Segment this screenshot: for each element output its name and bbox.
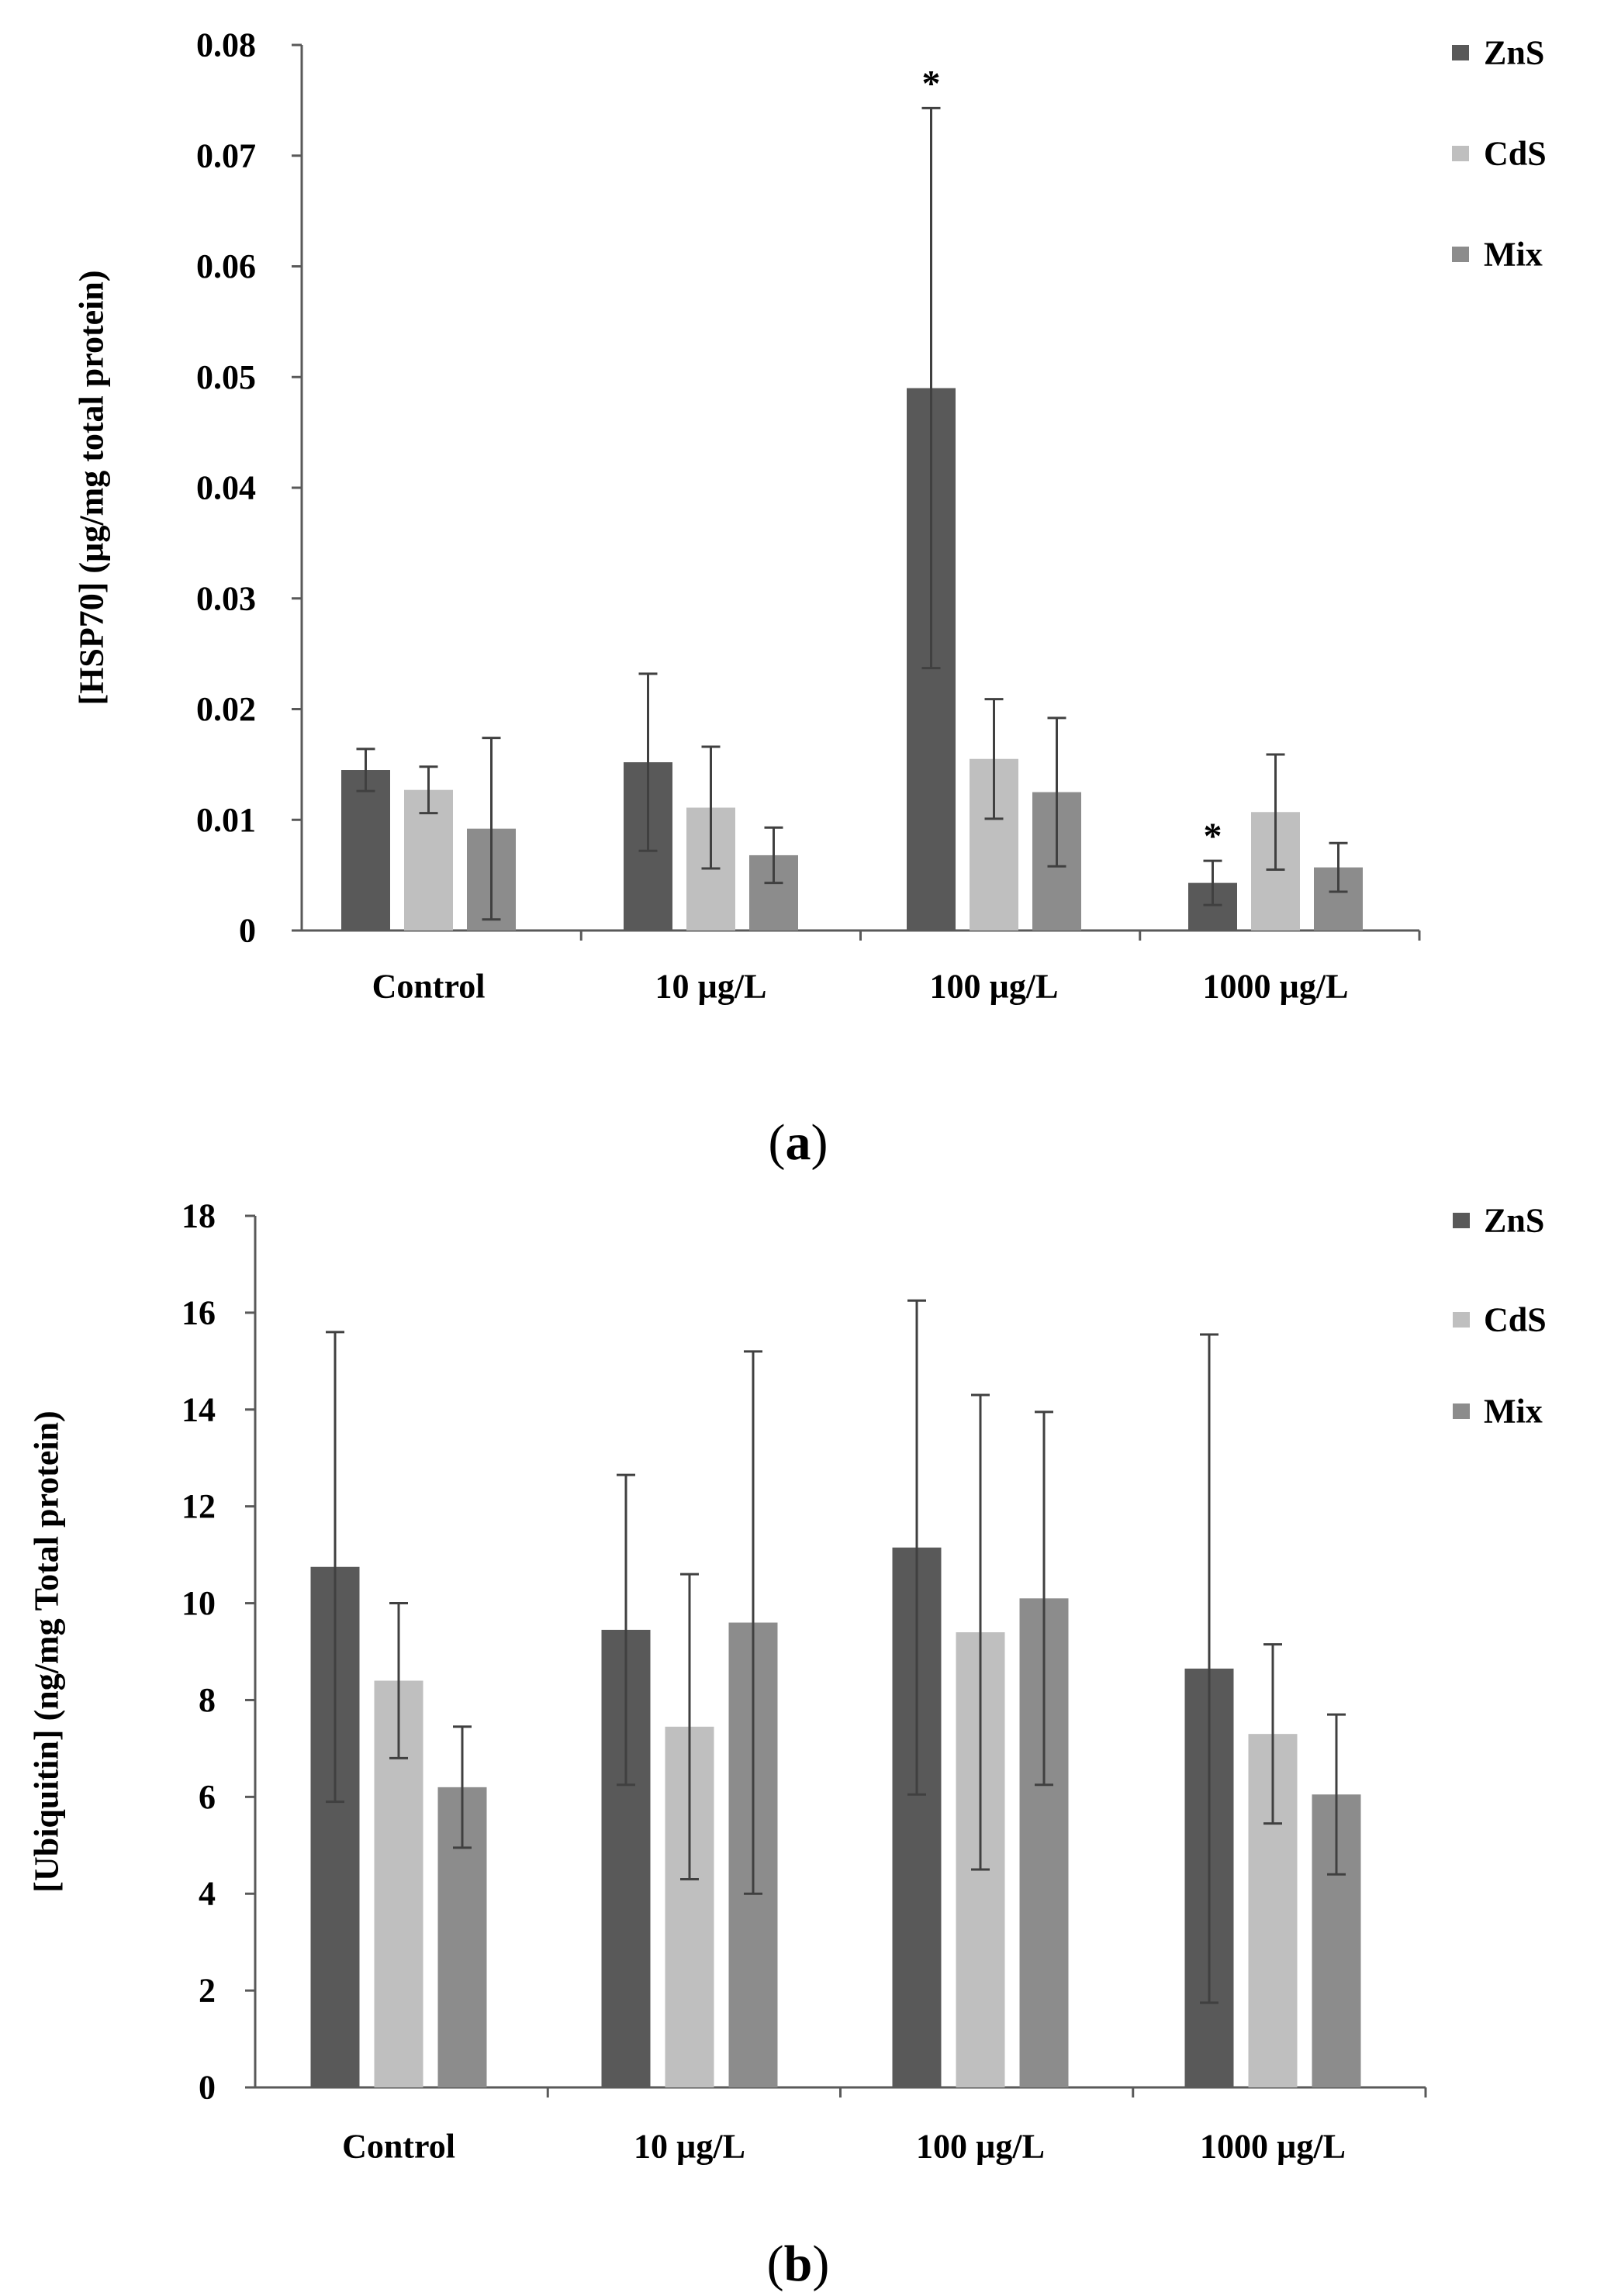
panel-label-close-paren: ) [811, 1114, 828, 1171]
x-category-label: 1000 µg/L [1203, 968, 1349, 1006]
x-category-label: 100 µg/L [916, 2128, 1045, 2166]
y-tick-label: 14 [181, 1390, 216, 1428]
y-tick-label: 6 [199, 1778, 216, 1816]
legend-label-cds: CdS [1484, 1301, 1547, 1339]
y-tick-label: 0 [199, 2069, 216, 2107]
x-category-label: Control [342, 2128, 455, 2166]
panel-label: (a) [769, 1114, 828, 1171]
y-tick-label: 18 [181, 1197, 216, 1235]
y-tick-label: 8 [199, 1681, 216, 1719]
y-tick-label: 0.02 [196, 690, 256, 728]
legend-label-mix: Mix [1484, 236, 1543, 274]
x-category-label: 1000 µg/L [1200, 2128, 1346, 2166]
y-tick-label: 0.07 [196, 136, 256, 174]
y-tick-label: 0.06 [196, 247, 256, 285]
y-axis-title: [Ubiquitin] (ng/mg Total protein) [28, 1410, 66, 1892]
y-tick-label: 0.08 [196, 26, 256, 64]
panel-label-letter: a [786, 1114, 811, 1171]
panel-label-open-paren: ( [767, 2236, 784, 2292]
legend-label-cds: CdS [1484, 135, 1547, 173]
y-tick-label: 2 [199, 1972, 216, 2010]
y-tick-label: 4 [199, 1875, 216, 1913]
significance-asterisk: * [922, 63, 941, 104]
significance-asterisk: * [1204, 816, 1222, 857]
legend-swatch-mix [1452, 247, 1469, 262]
y-tick-label: 0.01 [196, 801, 256, 839]
legend-swatch-mix [1453, 1403, 1470, 1419]
chart-ubiquitin: 0 2 4 6 8 10 12 14 16 18 Control 10 µg/L 100 µg/L 100… [28, 1197, 1547, 2292]
y-tick-label: 16 [181, 1293, 216, 1331]
y-tick-label: 12 [181, 1487, 216, 1525]
legend-swatch-cds [1452, 146, 1469, 161]
x-category-label: Control [372, 968, 486, 1006]
legend-swatch-zns [1452, 45, 1469, 60]
y-tick-label: 0 [239, 912, 256, 950]
y-tick-label: 10 [181, 1584, 216, 1622]
x-category-label: 100 µg/L [930, 968, 1059, 1006]
legend-swatch-zns [1453, 1213, 1470, 1228]
panel-label-open-paren: ( [769, 1114, 786, 1171]
legend-swatch-cds [1453, 1312, 1470, 1328]
y-axis-title: [HSP70] (µg/mg total protein) [73, 270, 111, 705]
legend-label-zns: ZnS [1484, 1202, 1544, 1240]
panel-label-close-paren: ) [812, 2236, 829, 2292]
panel-label-letter: b [784, 2236, 813, 2292]
y-tick-label: 0.03 [196, 579, 256, 617]
panel-label: (b) [767, 2236, 830, 2292]
x-category-label: 10 µg/L [655, 968, 767, 1006]
legend-label-mix: Mix [1484, 1393, 1543, 1431]
bar-zns [341, 770, 390, 930]
y-tick-label: 0.05 [196, 358, 256, 396]
chart-hsp70: 0 0.01 0.02 0.03 0.04 0.05 0.06 0.07 0.08 Control… [73, 26, 1547, 1171]
legend-label-zns: ZnS [1484, 34, 1544, 72]
y-tick-label: 0.04 [196, 469, 256, 507]
x-category-label: 10 µg/L [634, 2128, 745, 2166]
